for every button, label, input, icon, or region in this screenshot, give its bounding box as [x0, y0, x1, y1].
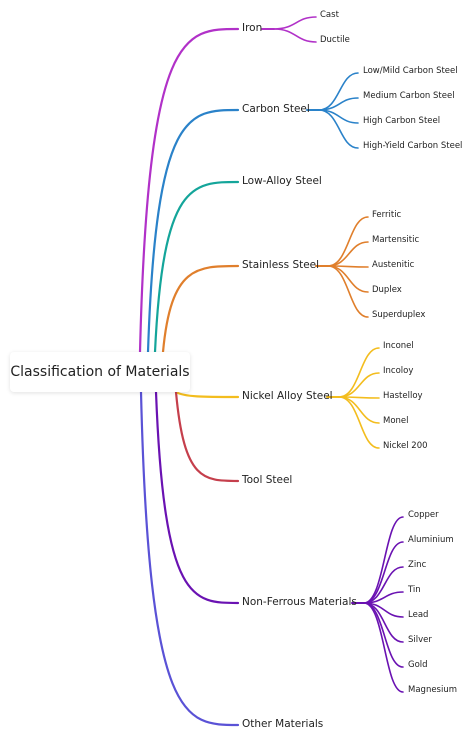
- leaf-high-yield-carbon-steel[interactable]: High-Yield Carbon Steel: [363, 141, 463, 151]
- branch-stainless-steel[interactable]: Stainless Steel: [242, 259, 320, 271]
- leaf-martensitic[interactable]: Martensitic: [372, 235, 420, 245]
- leaf-connector: [363, 541, 404, 604]
- leaf-connector: [318, 109, 359, 149]
- leaf-austenitic[interactable]: Austenitic: [372, 260, 415, 270]
- leaf-copper[interactable]: Copper: [408, 510, 439, 520]
- branch-connector: [153, 180, 240, 354]
- branch-carbon-steel[interactable]: Carbon Steel: [242, 103, 310, 115]
- leaf-lead[interactable]: Lead: [408, 610, 429, 620]
- branch-connector: [154, 390, 240, 605]
- leaf-connector: [363, 602, 404, 693]
- branch-connector: [174, 390, 240, 399]
- leaf-connector: [338, 372, 380, 398]
- leaf-ductile[interactable]: Ductile: [320, 35, 350, 45]
- leaf-connector: [363, 602, 404, 668]
- leaf-connector: [363, 516, 404, 604]
- leaf-magnesium[interactable]: Magnesium: [408, 685, 458, 695]
- root-label: Classification of Materials: [10, 364, 190, 380]
- branch-connector: [146, 108, 240, 354]
- branch-connector: [139, 390, 240, 727]
- leaf-monel[interactable]: Monel: [383, 416, 409, 426]
- leaf-nickel-200[interactable]: Nickel 200: [383, 441, 428, 451]
- leaf-silver[interactable]: Silver: [408, 635, 432, 645]
- leaf-ferritic[interactable]: Ferritic: [372, 210, 402, 220]
- leaf-aluminium[interactable]: Aluminium: [408, 535, 454, 545]
- leaf-inconel[interactable]: Inconel: [383, 341, 414, 351]
- root-node[interactable]: Classification of Materials: [10, 352, 190, 392]
- branch-non-ferrous-materials[interactable]: Non-Ferrous Materials: [242, 596, 357, 608]
- branch-connector: [138, 27, 240, 354]
- leaf-connector: [327, 265, 369, 318]
- leaf-medium-carbon-steel[interactable]: Medium Carbon Steel: [363, 91, 455, 101]
- leaf-connector: [273, 16, 317, 30]
- leaf-low-mild-carbon-steel[interactable]: Low/Mild Carbon Steel: [363, 66, 458, 76]
- leaf-superduplex[interactable]: Superduplex: [372, 310, 426, 320]
- branch-nickel-alloy-steel[interactable]: Nickel Alloy Steel: [242, 390, 333, 402]
- leaf-gold[interactable]: Gold: [408, 660, 428, 670]
- leaf-duplex[interactable]: Duplex: [372, 285, 402, 295]
- branch-iron[interactable]: Iron: [242, 22, 263, 34]
- leaf-hastelloy[interactable]: Hastelloy: [383, 391, 423, 401]
- branch-low-alloy-steel[interactable]: Low-Alloy Steel: [242, 175, 322, 187]
- leaf-zinc[interactable]: Zinc: [408, 560, 427, 570]
- branch-connector: [174, 390, 240, 483]
- leaf-high-carbon-steel[interactable]: High Carbon Steel: [363, 116, 441, 126]
- leaf-cast[interactable]: Cast: [320, 10, 339, 20]
- leaf-connector: [338, 396, 380, 449]
- leaf-connector: [327, 241, 369, 267]
- leaf-tin[interactable]: Tin: [408, 585, 421, 595]
- branch-tool-steel[interactable]: Tool Steel: [242, 474, 293, 486]
- leaf-connector: [273, 28, 317, 43]
- leaf-connector: [338, 347, 380, 398]
- branch-connector: [161, 264, 240, 354]
- leaf-incoloy[interactable]: Incoloy: [383, 366, 414, 376]
- leaf-connector: [327, 216, 369, 267]
- branch-other-materials[interactable]: Other Materials: [242, 718, 324, 730]
